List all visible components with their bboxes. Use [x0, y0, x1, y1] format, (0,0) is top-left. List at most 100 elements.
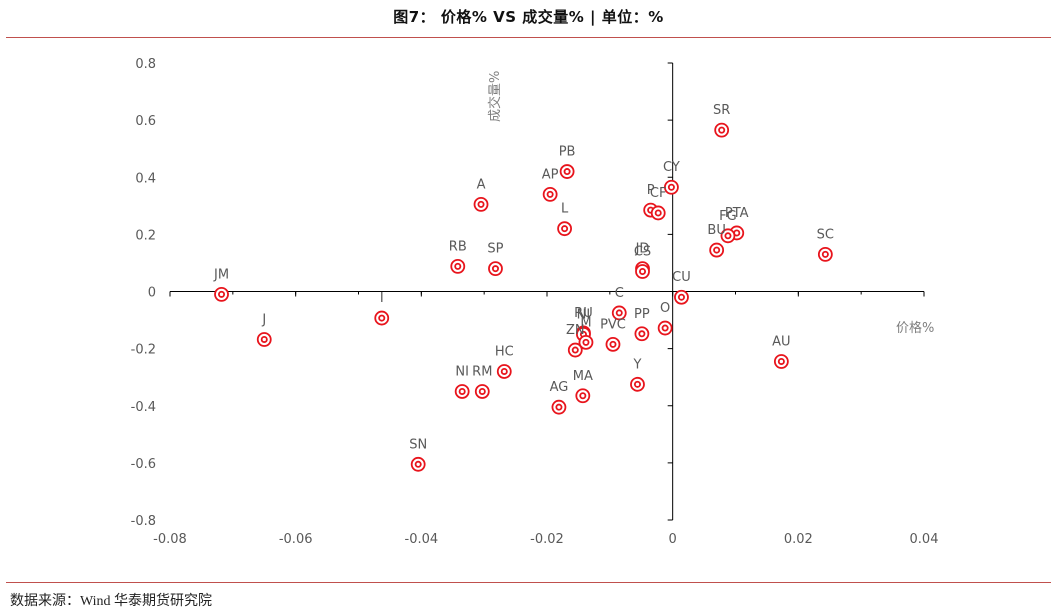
top-divider [6, 37, 1051, 38]
point-label: PTA [725, 206, 749, 221]
data-point: SC [817, 227, 834, 262]
data-point: CS [634, 245, 651, 279]
point-marker-inner [260, 335, 268, 343]
point-marker-inner [478, 387, 486, 395]
data-point: RM [472, 364, 492, 399]
y-tick-label: -0.8 [131, 514, 156, 529]
point-label: RM [472, 364, 492, 379]
point-marker-inner [615, 309, 623, 317]
y-tick-label: -0.2 [131, 343, 156, 358]
tick-labels: -0.08 -0.06 -0.04 -0.02 0 0.02 0.04 0.8 0.6 0.4 0.… [131, 57, 939, 547]
point-marker-inner [677, 293, 685, 301]
data-point: M [578, 315, 594, 350]
point-label: Y [633, 357, 642, 372]
data-point: CY [663, 160, 680, 195]
data-point: A [473, 177, 489, 212]
data-point: HC [495, 344, 514, 379]
chart-title: 图7： 价格% VS 成交量% | 单位：% [393, 8, 664, 26]
x-tick-label: -0.08 [153, 532, 187, 547]
data-point: CF [650, 186, 667, 221]
point-label: SN [409, 437, 427, 452]
point-label: FG [719, 209, 737, 224]
data-point: Y [630, 357, 645, 392]
point-label: JD [635, 242, 650, 257]
point-label: CS [634, 245, 651, 260]
point-marker-inner [378, 314, 386, 322]
point-label: CF [650, 186, 667, 201]
data-point: J [256, 312, 272, 347]
point-marker-inner [491, 265, 499, 273]
point-label: J [261, 312, 266, 327]
point-label: ZN [566, 323, 585, 338]
data-point: I [374, 291, 390, 326]
point-marker-inner [654, 209, 662, 217]
point-label: RB [449, 239, 467, 254]
y-axis-label: 成交量% [487, 71, 503, 122]
point-label: C [615, 286, 624, 301]
point-marker-inner [713, 246, 721, 254]
point-marker-inner [661, 324, 669, 332]
y-tick-label: -0.6 [131, 457, 156, 472]
point-label: NI [577, 307, 591, 322]
point-marker-inner [500, 367, 508, 375]
point-label: SR [713, 103, 730, 118]
point-label: AP [542, 167, 559, 182]
point-marker-inner [477, 200, 485, 208]
point-marker-inner [639, 268, 647, 276]
data-point: AP [542, 167, 559, 202]
point-marker-inner [579, 392, 587, 400]
point-label: HC [495, 344, 514, 359]
x-tick-label: 0 [669, 532, 677, 547]
point-marker-inner [667, 183, 675, 191]
point-label: L [561, 202, 569, 217]
data-point: CU [672, 270, 691, 305]
point-marker-inner [458, 387, 466, 395]
point-marker-inner [546, 190, 554, 198]
point-label: JM [213, 267, 229, 282]
data-point: L [557, 202, 572, 237]
y-tick-label: 0 [148, 286, 156, 301]
point-label: PP [634, 307, 650, 322]
point-marker-inner [561, 225, 569, 233]
bottom-divider [6, 582, 1051, 583]
data-point: ZN [566, 323, 585, 358]
data-point: AU [772, 334, 791, 369]
point-marker-inner [821, 250, 829, 258]
axes [169, 62, 925, 521]
y-tick-label: 0.2 [135, 228, 156, 243]
data-point: SR [713, 103, 730, 138]
point-marker-inner [718, 126, 726, 134]
point-label: O [660, 301, 670, 316]
point-label: RU [574, 306, 593, 321]
point-marker-inner [571, 346, 579, 354]
x-tick-label: -0.04 [405, 532, 439, 547]
point-label: NI [455, 364, 469, 379]
point-label: I [380, 291, 384, 306]
point-marker-inner [724, 232, 732, 240]
point-marker-inner [633, 380, 641, 388]
scatter-chart: -0.08 -0.06 -0.04 -0.02 0 0.02 0.04 0.8 0.6 0.4 0.… [131, 57, 939, 547]
data-point: SP [487, 242, 504, 277]
data-point: PP [634, 307, 650, 342]
point-marker-inner [414, 460, 422, 468]
data-point: C [611, 286, 627, 321]
point-label: A [477, 177, 486, 192]
data-point: FG [719, 209, 737, 244]
point-label: PVC [600, 317, 626, 332]
point-marker-inner [218, 290, 226, 298]
data-point: RB [449, 239, 467, 274]
point-label: AG [550, 380, 569, 395]
point-label: CU [672, 270, 691, 285]
x-tick-label: 0.04 [910, 532, 939, 547]
point-marker-inner [563, 168, 571, 176]
point-marker-inner [555, 403, 563, 411]
point-label: CY [663, 160, 680, 175]
source-note: 数据来源：Wind 华泰期货研究院 [10, 594, 213, 609]
data-point: NI [454, 364, 470, 399]
point-label: SP [487, 242, 503, 257]
y-tick-label: 0.6 [135, 114, 156, 129]
point-marker-inner [582, 338, 590, 346]
data-point: AG [550, 380, 569, 415]
data-point: O [657, 301, 673, 336]
data-point: PVC [600, 317, 626, 352]
